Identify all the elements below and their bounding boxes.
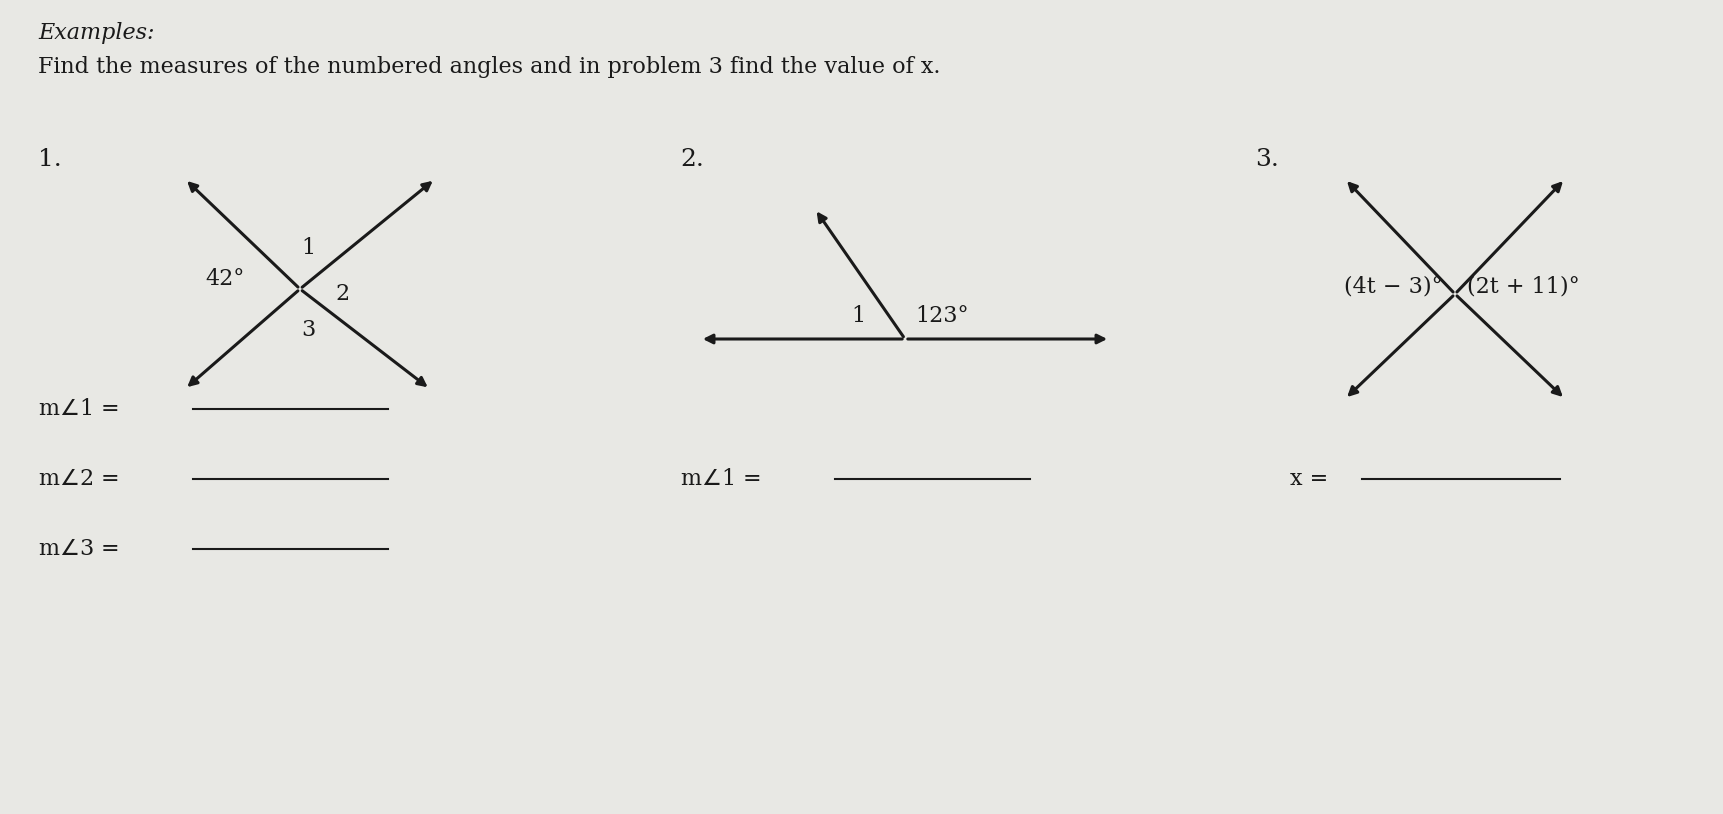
Text: m$\angle$1 =: m$\angle$1 = bbox=[681, 468, 760, 490]
Text: (4t − 3)°: (4t − 3)° bbox=[1344, 275, 1442, 297]
Text: 123°: 123° bbox=[915, 305, 968, 327]
Text: 1.: 1. bbox=[38, 147, 62, 170]
Text: 3: 3 bbox=[302, 319, 315, 341]
Text: 1: 1 bbox=[851, 305, 865, 327]
Text: Examples:: Examples: bbox=[38, 22, 155, 44]
Text: 2.: 2. bbox=[681, 147, 705, 170]
Text: 3.: 3. bbox=[1254, 147, 1278, 170]
Text: 2: 2 bbox=[334, 283, 350, 305]
Text: m$\angle$2 =: m$\angle$2 = bbox=[38, 468, 119, 490]
Text: 1: 1 bbox=[302, 237, 315, 259]
Text: 42°: 42° bbox=[205, 268, 245, 290]
Text: Find the measures of the numbered angles and in problem 3 find the value of x.: Find the measures of the numbered angles… bbox=[38, 56, 941, 78]
Text: x =: x = bbox=[1291, 468, 1328, 490]
Text: m$\angle$1 =: m$\angle$1 = bbox=[38, 398, 119, 420]
Text: (2t + 11)°: (2t + 11)° bbox=[1466, 275, 1580, 297]
Text: m$\angle$3 =: m$\angle$3 = bbox=[38, 538, 119, 560]
